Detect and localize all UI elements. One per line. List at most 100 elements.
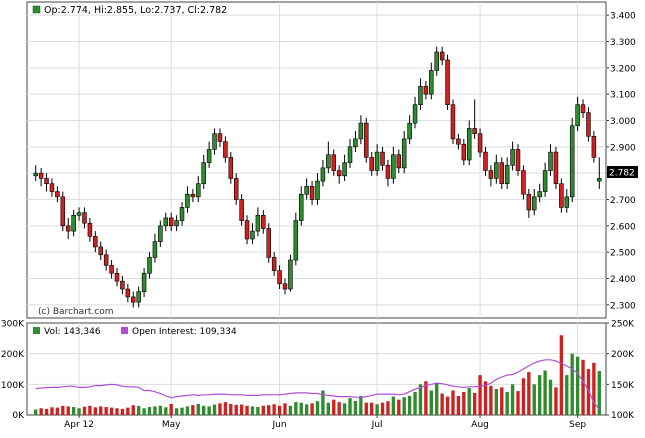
volume-bar-down — [169, 403, 173, 415]
volume-bar-down — [120, 408, 125, 415]
candle-body-down — [526, 193, 532, 211]
candle-body-down — [396, 154, 402, 169]
candle-body-up — [504, 164, 510, 184]
volume-bar-down — [272, 404, 276, 415]
volume-bar-down — [191, 405, 195, 415]
volume-bar-up — [147, 407, 152, 415]
price-y-tick-label: 3.000 — [610, 117, 636, 127]
candle-body-down — [483, 151, 488, 171]
x-tick-label: May — [162, 420, 181, 430]
candle-body-down — [380, 151, 385, 166]
volume-y-tick-label: 300K — [1, 320, 25, 330]
candle-body-down — [217, 133, 223, 142]
candle-body-down — [228, 157, 234, 179]
candle-body-down — [580, 104, 586, 113]
candle-body-down — [125, 288, 131, 298]
candle-body-down — [266, 228, 271, 258]
volume-bar-up — [250, 406, 255, 415]
volume-bar-up — [510, 384, 515, 415]
candle-body-down — [190, 193, 196, 198]
volume-bar-down — [115, 408, 119, 415]
volume-bar-up — [375, 404, 379, 415]
volume-bar-down — [261, 405, 265, 415]
volume-bar-up — [597, 371, 601, 415]
volume-bar-down — [39, 408, 43, 415]
volume-bar-up — [142, 408, 146, 415]
candle-body-down — [477, 133, 483, 153]
oi-y-tick-label: 250K — [611, 320, 635, 330]
candle-body-down — [223, 141, 228, 158]
volume-bar-down — [245, 405, 249, 415]
volume-bar-up — [207, 406, 211, 415]
volume-bar-down — [397, 399, 401, 415]
candle-body-down — [87, 222, 93, 237]
volume-bar-up — [342, 403, 347, 415]
price-y-tick-label: 2.400 — [610, 275, 636, 285]
volume-bar-down — [239, 404, 244, 415]
volume-bar-down — [99, 406, 103, 415]
candle-body-up — [304, 186, 309, 195]
candle-body-up — [434, 51, 439, 71]
candle-body-down — [331, 154, 337, 171]
candle-body-down — [445, 59, 450, 106]
candle-body-down — [586, 112, 591, 137]
candle-body-down — [98, 246, 103, 256]
candle-body-up — [196, 183, 201, 198]
candle-body-up — [147, 257, 152, 274]
candle-body-down — [559, 183, 564, 208]
volume-bar-up — [164, 407, 168, 415]
candle-body-up — [76, 212, 82, 216]
volume-grid — [27, 323, 606, 415]
volume-bar-up — [570, 353, 574, 415]
volume-bar-down — [483, 381, 488, 415]
candle-body-down — [456, 138, 461, 145]
volume-bar-down — [554, 387, 558, 415]
candle-body-up — [71, 215, 76, 232]
oi-y-tick-label: 150K — [611, 381, 635, 391]
ohlc-readout: Op:2.774, Hi:2.855, Lo:2.737, Cl:2.782 — [44, 5, 227, 16]
volume-bar-down — [50, 407, 54, 415]
x-axis: Apr 12 May Jun Jul Aug Sep — [64, 415, 586, 430]
candle-body-up — [510, 149, 515, 166]
volume-bar-down — [500, 387, 504, 415]
volume-bar-down — [364, 402, 368, 415]
volume-bar-down — [93, 407, 97, 415]
candle-body-down — [103, 254, 109, 266]
candle-body-down — [114, 272, 120, 282]
candle-body-down — [369, 157, 374, 171]
volume-y-tick-label: 200K — [1, 350, 25, 360]
candle-body-up — [412, 104, 418, 124]
volume-y-tick-label: 100K — [1, 381, 25, 391]
volume-bar-down — [104, 407, 108, 415]
candle-body-down — [244, 220, 250, 240]
volume-bar-up — [538, 375, 542, 415]
candle-body-up — [163, 217, 169, 227]
candle-body-up — [418, 85, 423, 106]
candle-body-up — [255, 215, 261, 232]
volume-bar-down — [277, 405, 282, 415]
volume-bar-down — [478, 375, 482, 415]
candle-body-down — [521, 170, 526, 195]
volume-bar-down — [527, 372, 531, 415]
x-tick-label: Jul — [371, 420, 383, 430]
price-panel-frame — [26, 1, 607, 319]
price-y-tick-label: 2.600 — [610, 222, 636, 232]
candle-body-up — [250, 230, 255, 240]
candle-body-down — [488, 170, 494, 179]
candle-body-up — [353, 138, 358, 148]
volume-bar-up — [407, 395, 412, 415]
candle-body-up — [201, 162, 206, 184]
open-interest-line — [35, 359, 600, 410]
volume-bar-up — [402, 397, 406, 415]
volume-bar-up — [429, 390, 433, 415]
candle-body-up — [158, 225, 163, 242]
candle-body-up — [569, 125, 575, 198]
volume-bar-up — [288, 405, 293, 415]
candle-body-up — [564, 196, 570, 208]
candle-body-up — [401, 138, 407, 169]
volume-bar-up — [196, 403, 200, 415]
candle-body-down — [450, 104, 456, 140]
volume-bar-up — [77, 408, 81, 415]
candle-body-up — [597, 178, 602, 182]
